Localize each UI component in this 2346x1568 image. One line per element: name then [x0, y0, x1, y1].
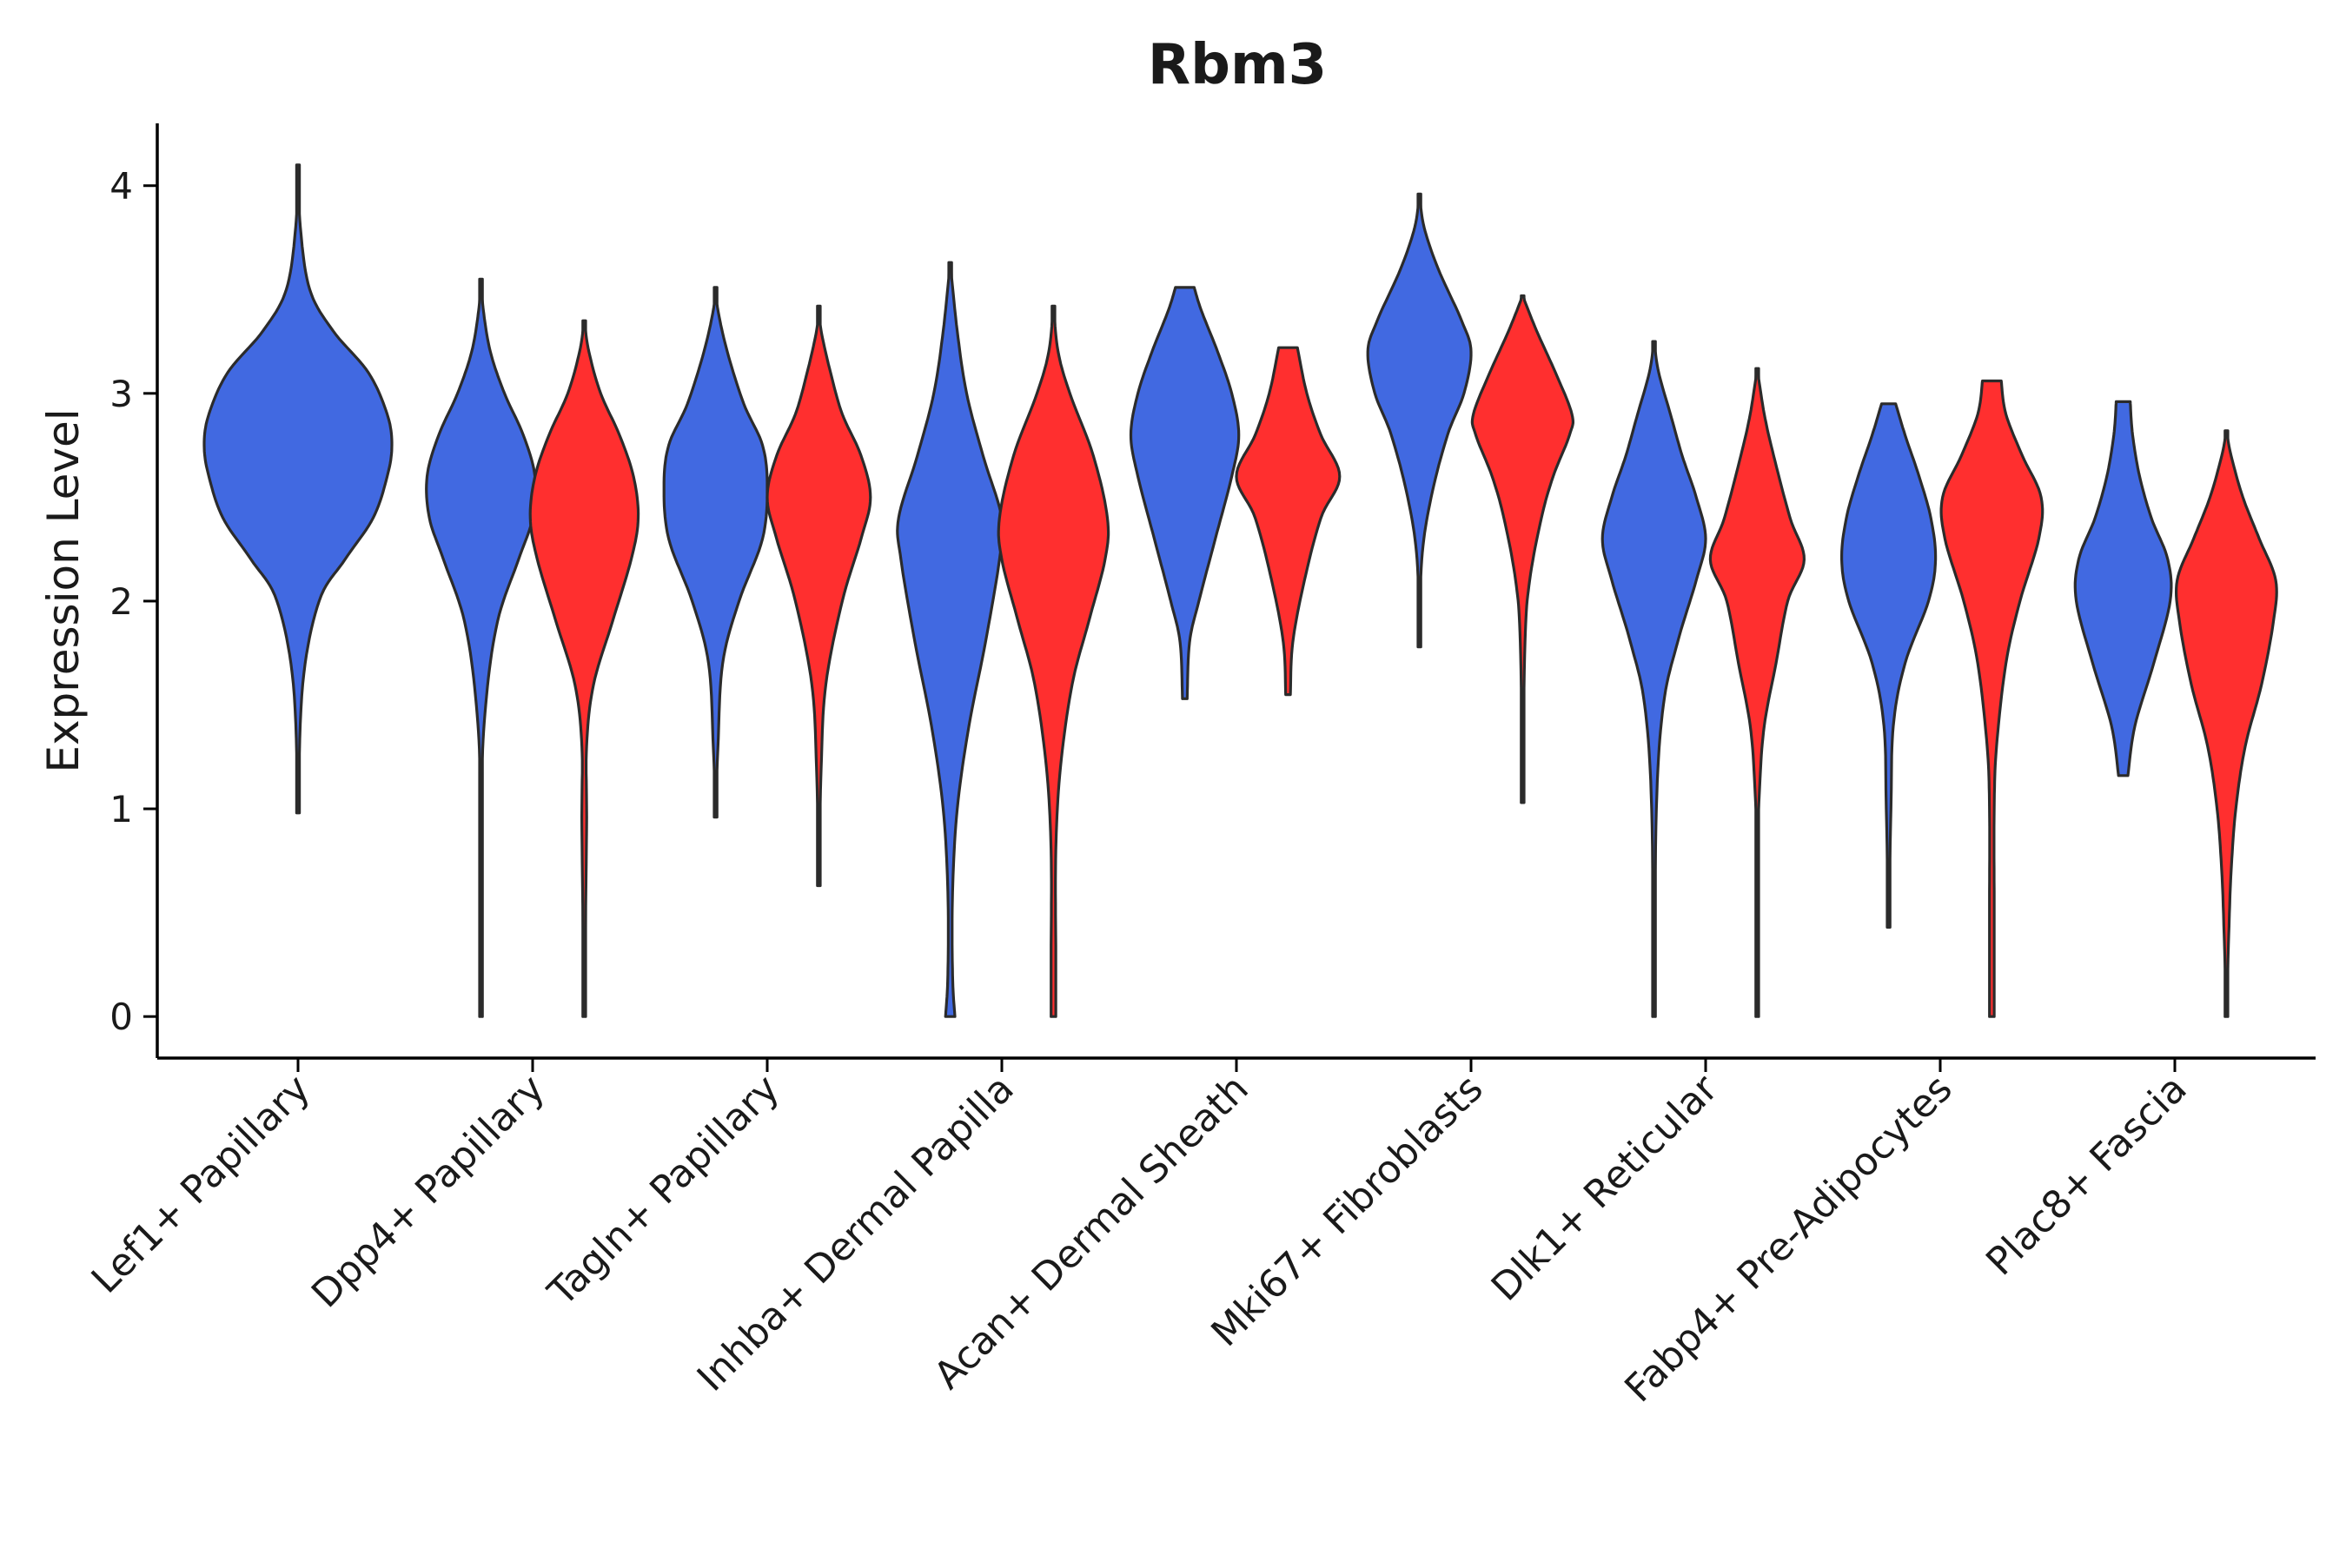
x-tick-label-lef1-papillary: Lef1+ Papillary [83, 1067, 319, 1302]
x-tick-label-tagln-papillary: Tagln+ Papillary [540, 1067, 788, 1315]
y-tick-label-4: 4 [109, 165, 133, 208]
violin-dlk1-reticular-group-2 [1708, 367, 1806, 1018]
y-tick-label-3: 3 [109, 373, 133, 415]
x-tick-label-mki67-fibroblasts: Mki67+ Fibroblasts [1203, 1067, 1491, 1355]
violin-mki67-fibroblasts-group-1 [1366, 192, 1473, 649]
violin-acan-dermal-sheath-group-2 [1235, 346, 1342, 697]
chart-title: Rbm3 [1148, 33, 1327, 97]
y-tick-label-0: 0 [109, 996, 133, 1038]
x-tick-label-plac8-fascia: Plac8+ Fascia [1978, 1067, 2196, 1285]
violin-lef1-papillary-group-1 [202, 163, 394, 815]
violin-tagln-papillary-group-2 [765, 304, 872, 888]
violin-inhba-dermal-papilla-group-1 [896, 261, 1004, 1018]
x-tick-label-dlk1-reticular: Dlk1+ Reticular [1483, 1066, 1727, 1310]
violin-dpp4-papillary-group-1 [425, 277, 538, 1018]
x-tick-label-dpp4-papillary: Dpp4+ Papillary [303, 1067, 553, 1317]
y-tick-label-1: 1 [109, 788, 133, 830]
violins-layer [202, 163, 2278, 1018]
violin-dpp4-papillary-group-2 [528, 319, 640, 1018]
violin-acan-dermal-sheath-group-1 [1129, 286, 1241, 700]
violin-dlk1-reticular-group-1 [1600, 340, 1707, 1018]
violin-tagln-papillary-group-1 [662, 286, 769, 819]
violin-plac8-fascia-group-2 [2175, 429, 2278, 1018]
violin-plac8-fascia-group-1 [2073, 400, 2173, 777]
violin-mki67-fibroblasts-group-2 [1470, 294, 1574, 804]
y-axis-title: Expression Level [38, 408, 89, 772]
y-tick-label-2: 2 [109, 580, 133, 623]
violin-inhba-dermal-papilla-group-2 [997, 304, 1110, 1018]
violin-fabp4-pre-adipocytes-group-2 [1939, 379, 2044, 1018]
violin-fabp4-pre-adipocytes-group-1 [1840, 402, 1938, 929]
